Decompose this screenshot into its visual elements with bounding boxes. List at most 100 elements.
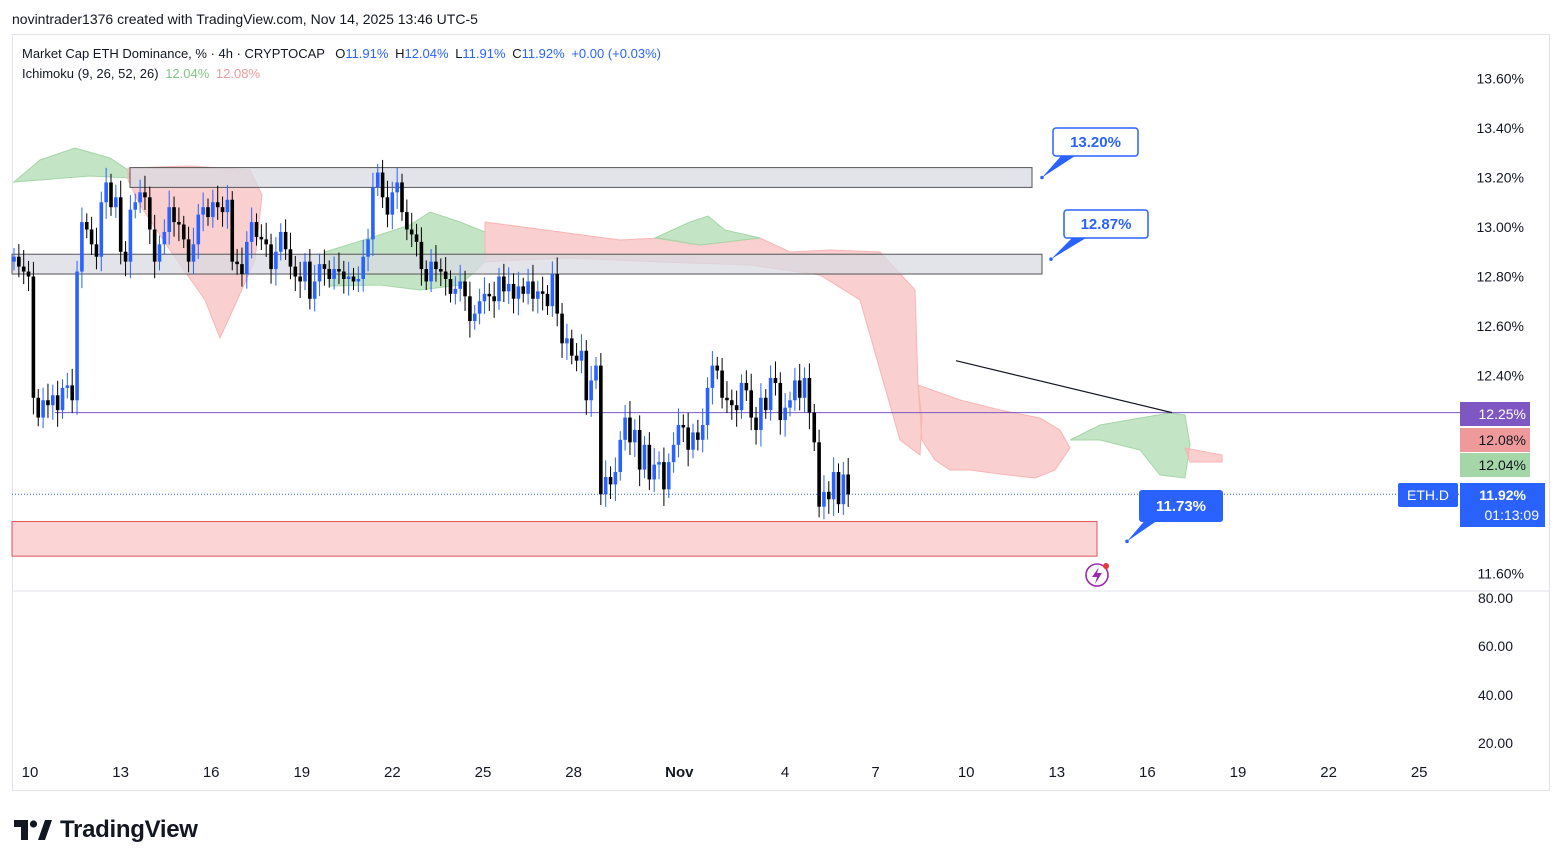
open-label: O [335, 46, 346, 61]
price-callouts: 13.20% 12.87% 11.73% [1040, 127, 1223, 587]
candle-body-2 [21, 266, 26, 272]
price-tick-label-0: 13.60% [1477, 71, 1524, 87]
callout-pointer-3 [1127, 518, 1161, 542]
zone-3[interactable] [11, 521, 1098, 557]
candle-body-34 [177, 222, 181, 225]
indicator-title[interactable]: Ichimoku (9, 26, 52, 26) [22, 66, 159, 81]
candle-body-33 [172, 207, 176, 223]
candle-body-11 [65, 385, 70, 388]
callout-box-1[interactable] [1052, 127, 1139, 157]
candle-body-55 [278, 231, 283, 252]
candle-body-146 [720, 370, 724, 398]
candle-body-1 [17, 256, 21, 267]
candle-series [12, 159, 850, 520]
candle-body-57 [288, 249, 293, 267]
candle-body-154 [759, 397, 763, 430]
candle-body-100 [497, 276, 501, 302]
candle-body-69 [346, 276, 351, 279]
tradingview-logo[interactable]: TradingView [14, 816, 198, 844]
candle-body-72 [361, 256, 365, 279]
candle-body-74 [371, 187, 375, 240]
candle-body-85 [424, 269, 429, 282]
candle-body-101 [502, 276, 506, 292]
candle-body-127 [628, 417, 632, 443]
candle-body-35 [181, 224, 186, 240]
callout-pointer-2 [1051, 238, 1086, 260]
candle-body-121 [599, 365, 603, 495]
candle-body-80 [400, 182, 404, 213]
candle-body-152 [749, 390, 753, 418]
candle-body-157 [773, 377, 778, 383]
symbol-badge[interactable] [1398, 483, 1458, 507]
candle-body-60 [303, 261, 307, 282]
candle-body-114 [565, 338, 569, 344]
candle-body-163 [802, 377, 807, 398]
price-tick-label-5: 12.60% [1477, 318, 1524, 334]
candle-body-110 [545, 293, 550, 307]
low-value: 11.91% [462, 46, 506, 61]
candle-body-83 [414, 234, 419, 242]
candle-body-102 [506, 283, 511, 292]
candle-body-53 [269, 244, 273, 270]
candle-body-149 [734, 405, 739, 411]
candle-body-78 [390, 192, 395, 215]
candle-body-59 [298, 276, 302, 282]
date-tick-label-0: 10 [22, 764, 39, 781]
zone-1[interactable] [129, 167, 1033, 188]
candle-body-25 [133, 202, 138, 210]
candle-body-92 [458, 281, 462, 289]
candle-body-52 [264, 239, 268, 245]
volume-tick-label-1: 60.00 [1478, 638, 1513, 654]
high-label: H [395, 46, 405, 61]
candle-body-131 [647, 444, 652, 480]
candle-body-82 [409, 229, 414, 235]
price-tick-label-2: 13.20% [1477, 170, 1524, 186]
symbol-legend[interactable]: Market Cap ETH Dominance, % · 4h · CRYPT… [22, 46, 664, 61]
candle-body-6 [41, 400, 45, 418]
zone-2[interactable] [11, 253, 1043, 275]
trendline[interactable] [955, 360, 1173, 414]
candle-body-46 [235, 261, 239, 265]
candle-body-120 [594, 365, 598, 381]
date-tick-label-2: 16 [203, 764, 220, 781]
indicator-legend[interactable]: Ichimoku (9, 26, 52, 26) 12.04% 12.08% [22, 66, 263, 81]
candle-body-128 [633, 429, 637, 443]
candle-body-20 [109, 182, 113, 208]
callout-anchor-1 [1040, 175, 1044, 180]
candle-body-142 [700, 425, 705, 440]
candle-body-165 [812, 412, 817, 443]
time-axis[interactable]: 10 13 16 19 22 25 28 Nov 4 7 10 13 16 19 22 25 [22, 764, 1428, 781]
price-tick-label-7: 11.60% [1478, 566, 1524, 582]
candle-body-144 [710, 365, 715, 388]
candle-body-15 [84, 222, 89, 230]
candle-body-141 [696, 432, 700, 440]
candle-body-130 [642, 444, 647, 470]
candle-body-118 [584, 350, 589, 401]
date-tick-label-4: 22 [384, 764, 401, 781]
candle-body-73 [366, 239, 370, 257]
candle-body-36 [186, 239, 191, 262]
callout-pointer-1 [1042, 156, 1075, 178]
volume-tick-label-2: 40.00 [1478, 687, 1513, 703]
candle-body-64 [322, 264, 327, 270]
price-tick-label-1: 13.40% [1477, 120, 1524, 136]
symbol-title[interactable]: Market Cap ETH Dominance, % · 4h · CRYPT… [22, 46, 325, 61]
candle-body-124 [613, 472, 618, 485]
lightning-event-icon[interactable] [1085, 563, 1109, 587]
price-axis[interactable]: 13.60% 13.40% 13.20% 13.00% 12.80% 12.60% 12.4… [12, 71, 1550, 752]
candle-body-140 [691, 432, 695, 450]
candle-body-156 [768, 377, 773, 411]
ichimoku-cloud [12, 147, 1223, 479]
notification-dot-icon [1103, 563, 1109, 569]
candle-body-99 [492, 296, 496, 302]
candle-body-58 [293, 266, 298, 277]
candle-body-68 [342, 271, 346, 279]
callout-box-2[interactable] [1063, 209, 1149, 239]
indicator-value-2: 12.08% [215, 66, 261, 81]
candle-body-48 [245, 241, 249, 275]
candle-body-42 [215, 202, 220, 208]
date-tick-label-5: 25 [475, 764, 492, 781]
candle-body-117 [579, 350, 584, 361]
callout-box-3[interactable] [1139, 490, 1223, 522]
